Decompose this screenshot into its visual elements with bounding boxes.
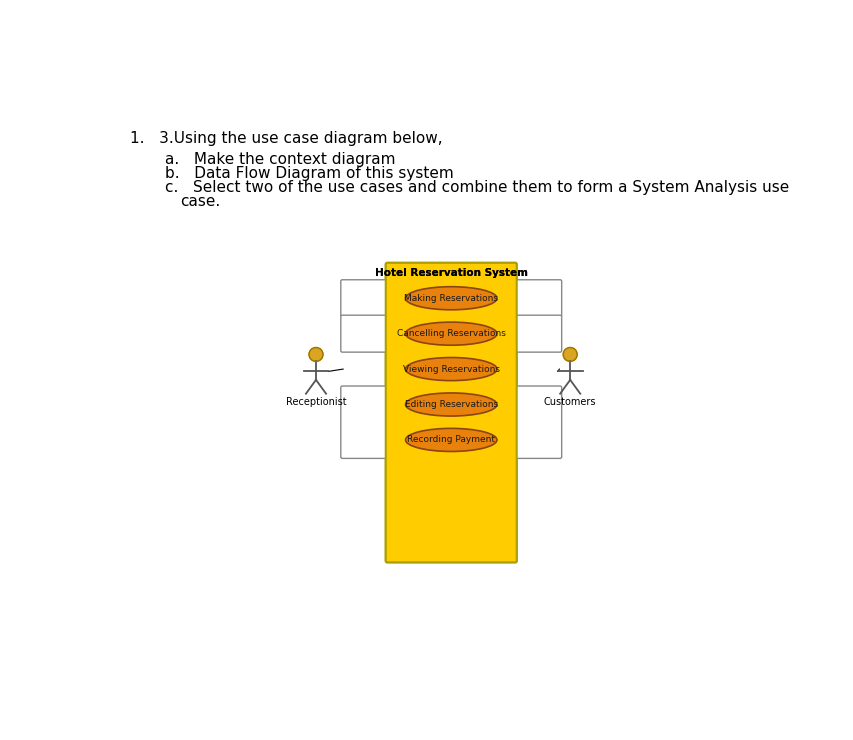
Ellipse shape (405, 357, 496, 380)
FancyBboxPatch shape (386, 263, 516, 562)
FancyBboxPatch shape (386, 263, 516, 562)
Ellipse shape (405, 322, 496, 345)
Text: b.   Data Flow Diagram of this system: b. Data Flow Diagram of this system (165, 166, 453, 181)
Text: Hotel Reservation System: Hotel Reservation System (374, 268, 527, 278)
Ellipse shape (405, 286, 496, 310)
FancyBboxPatch shape (340, 315, 561, 352)
Text: Hotel Reservation System: Hotel Reservation System (374, 268, 527, 278)
Text: Recording Payment: Recording Payment (407, 435, 495, 445)
Ellipse shape (405, 393, 496, 416)
Circle shape (309, 348, 322, 361)
Text: Editing Reservations: Editing Reservations (404, 400, 497, 409)
FancyBboxPatch shape (340, 280, 561, 317)
Ellipse shape (405, 428, 496, 451)
Text: Cancelling Reservations: Cancelling Reservations (397, 329, 505, 338)
Circle shape (563, 348, 577, 361)
Text: Receptionist: Receptionist (286, 397, 346, 407)
Text: c.   Select two of the use cases and combine them to form a System Analysis use: c. Select two of the use cases and combi… (165, 180, 788, 195)
Text: 1.   3.Using the use case diagram below,: 1. 3.Using the use case diagram below, (130, 131, 442, 146)
FancyBboxPatch shape (340, 386, 561, 458)
Text: a.   Make the context diagram: a. Make the context diagram (165, 152, 395, 167)
Text: Viewing Reservations: Viewing Reservations (403, 365, 499, 374)
Text: Making Reservations: Making Reservations (403, 294, 497, 303)
Text: Customers: Customers (543, 397, 595, 407)
Text: case.: case. (180, 194, 220, 209)
